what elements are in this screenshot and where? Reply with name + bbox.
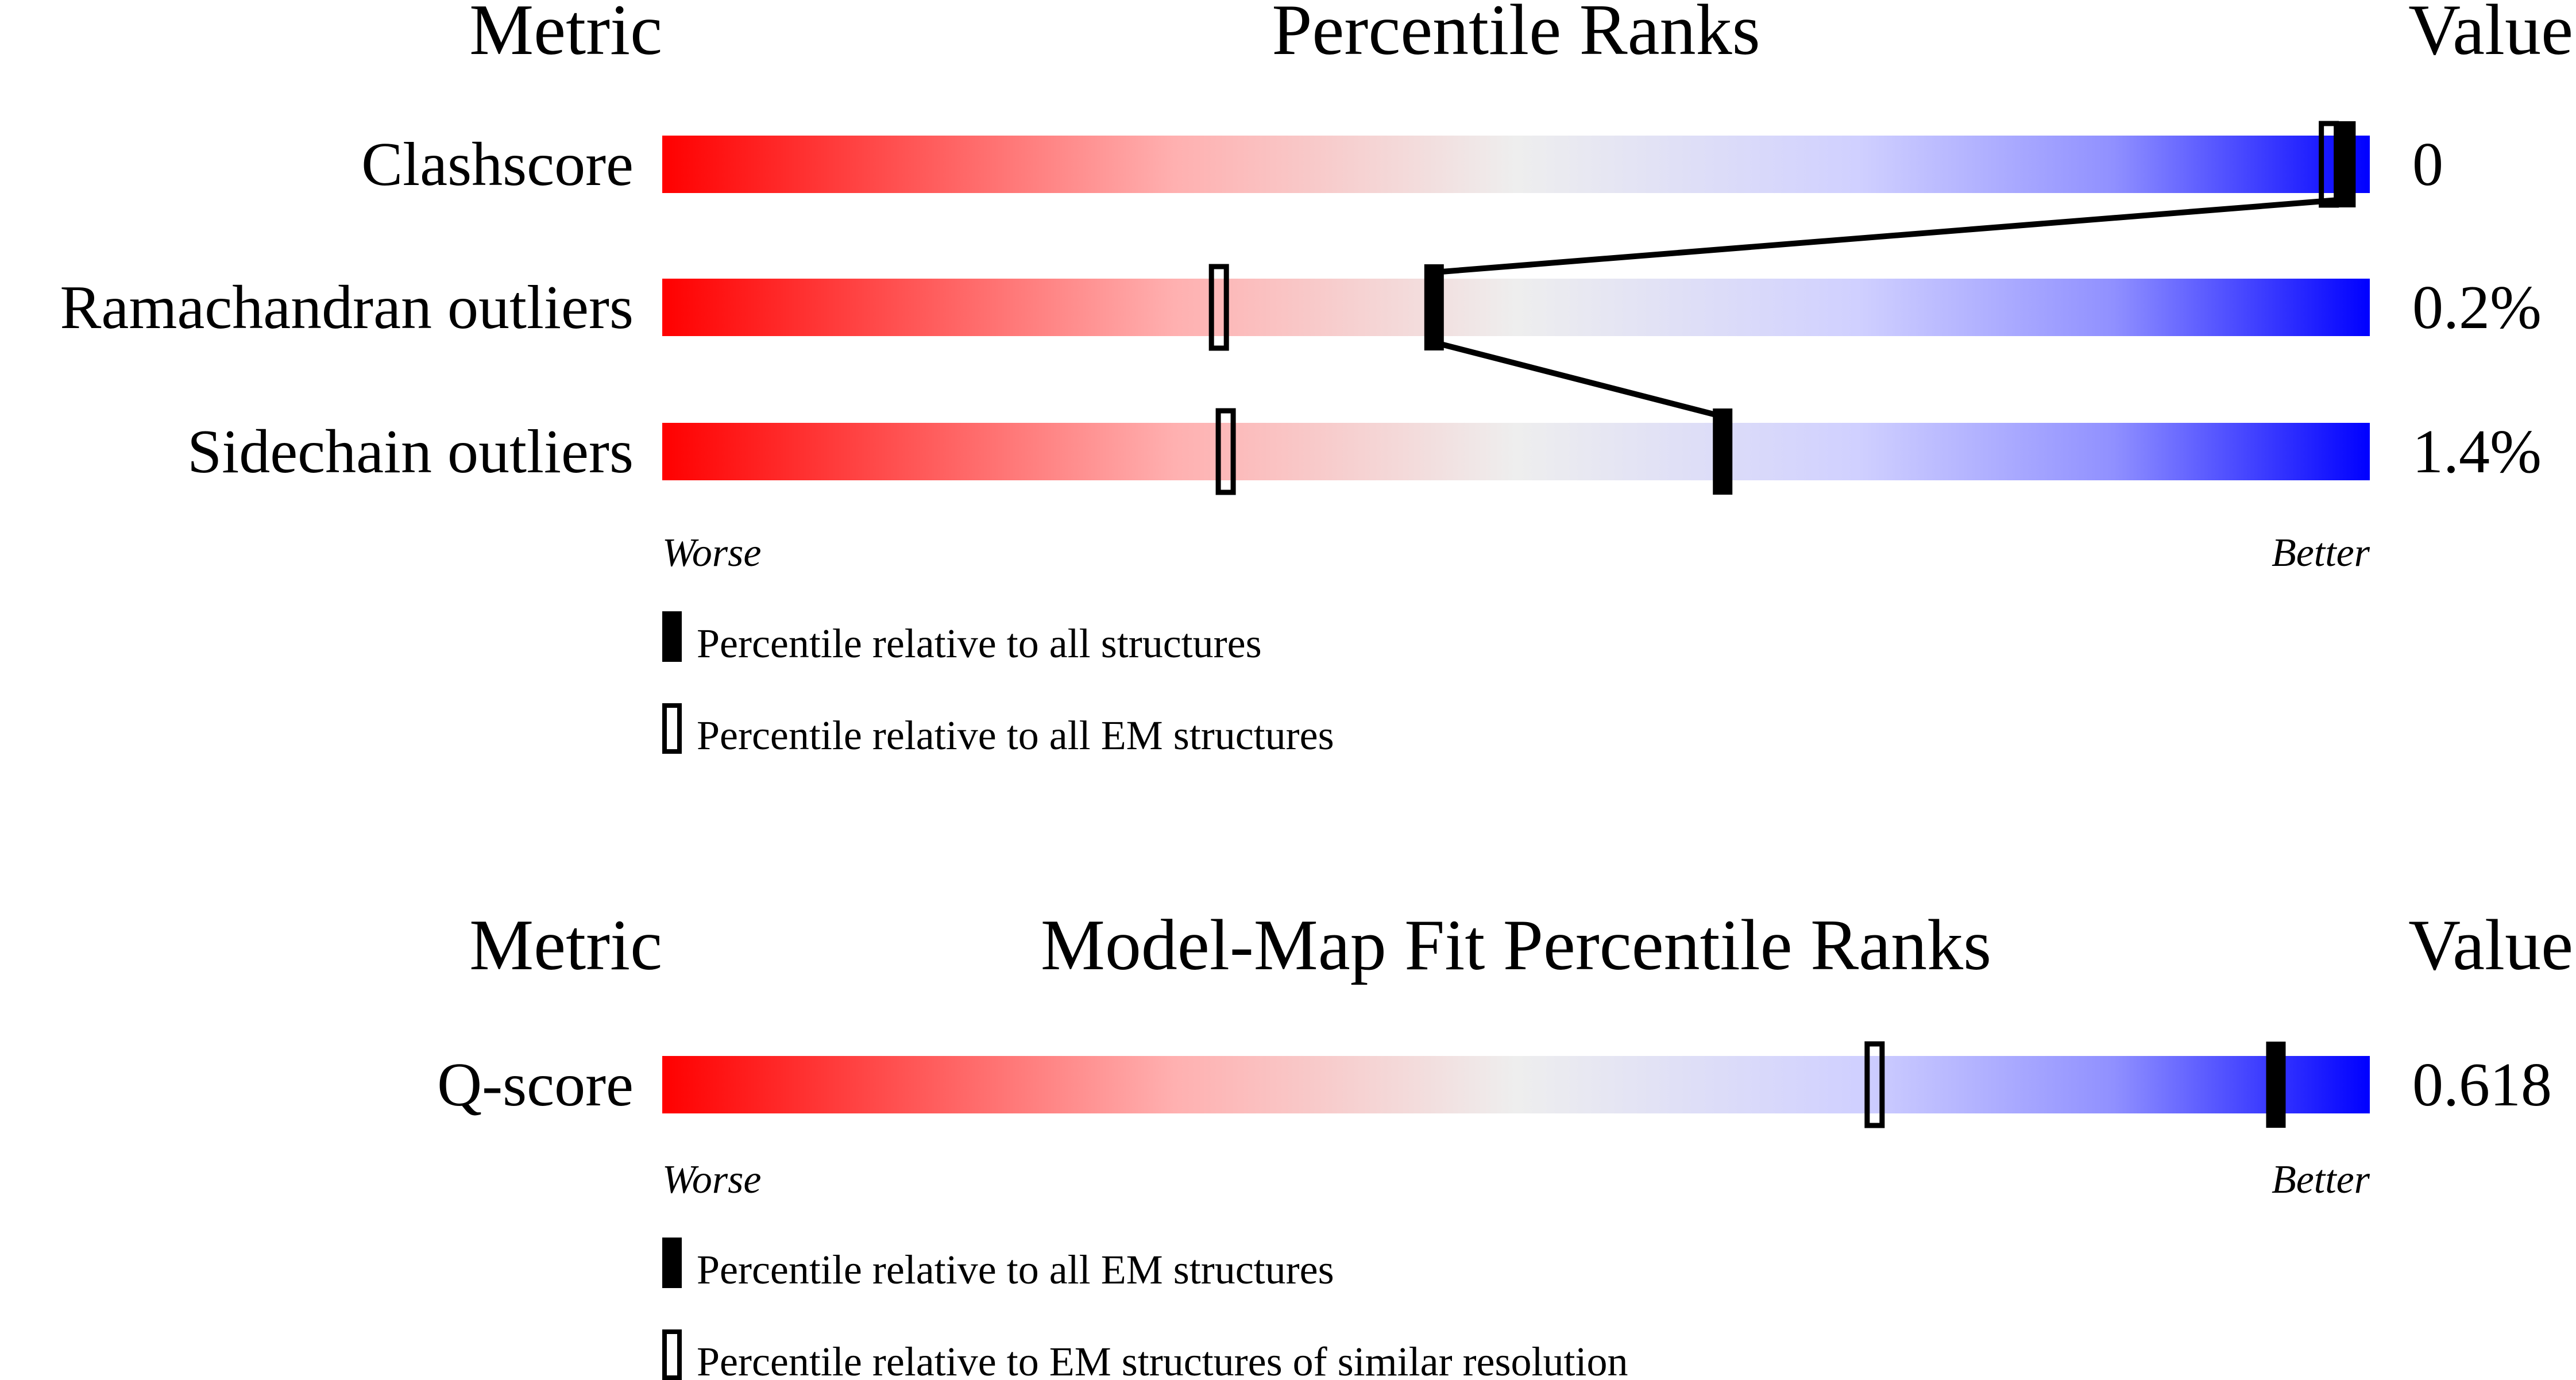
better-label: Better	[2272, 531, 2370, 575]
percentile-bar	[662, 423, 2370, 480]
value-header: Value	[2408, 905, 2573, 985]
legend-label: Percentile relative to all structures	[697, 620, 1262, 666]
all-percentile-marker	[1713, 408, 1733, 495]
connector-line	[1434, 196, 2346, 275]
metric-value: 0.2%	[2412, 273, 2542, 342]
better-label: Better	[2272, 1158, 2370, 1202]
legend-filled-marker	[662, 1238, 682, 1288]
percentile-bar	[662, 136, 2370, 193]
chart-title: Percentile Ranks	[1272, 0, 1760, 70]
legend-label: Percentile relative to all EM structures	[697, 1247, 1334, 1293]
metric-value: 1.4%	[2412, 418, 2542, 486]
all-percentile-marker	[1424, 264, 1444, 350]
em-percentile-marker	[1208, 264, 1229, 351]
metric-label: Q-score	[437, 1051, 634, 1119]
chart-title: Model-Map Fit Percentile Ranks	[1041, 905, 1991, 985]
legend-hollow-marker	[662, 1329, 682, 1380]
percentile-bar	[662, 1056, 2370, 1113]
metric-header: Metric	[469, 905, 662, 985]
all-percentile-marker	[2336, 121, 2356, 207]
percentile-bar	[662, 279, 2370, 336]
all-percentile-marker	[2266, 1042, 2286, 1128]
legend-filled-marker	[662, 611, 682, 662]
metric-label: Ramachandran outliers	[60, 273, 634, 342]
chart-section: Metric Model-Map Fit Percentile Ranks Valu…	[437, 905, 2573, 1380]
em-percentile-marker	[1215, 408, 1236, 495]
metric-label: Sidechain outliers	[187, 418, 634, 486]
em-percentile-marker	[1864, 1041, 1885, 1128]
metric-value: 0	[2412, 130, 2443, 199]
legend-label: Percentile relative to EM structures of …	[697, 1339, 1628, 1380]
metric-header: Metric	[469, 0, 662, 70]
metric-label: Clashscore	[361, 130, 634, 199]
worse-label: Worse	[662, 1158, 761, 1202]
value-header: Value	[2408, 0, 2573, 70]
metric-value: 0.618	[2412, 1051, 2552, 1119]
connector-line	[1433, 340, 1724, 419]
chart-section: Metric Percentile Ranks Value Clashscore 0 Ra…	[60, 0, 2573, 758]
worse-label: Worse	[662, 531, 761, 575]
legend-hollow-marker	[662, 703, 682, 754]
legend-label: Percentile relative to all EM structures	[697, 712, 1334, 758]
